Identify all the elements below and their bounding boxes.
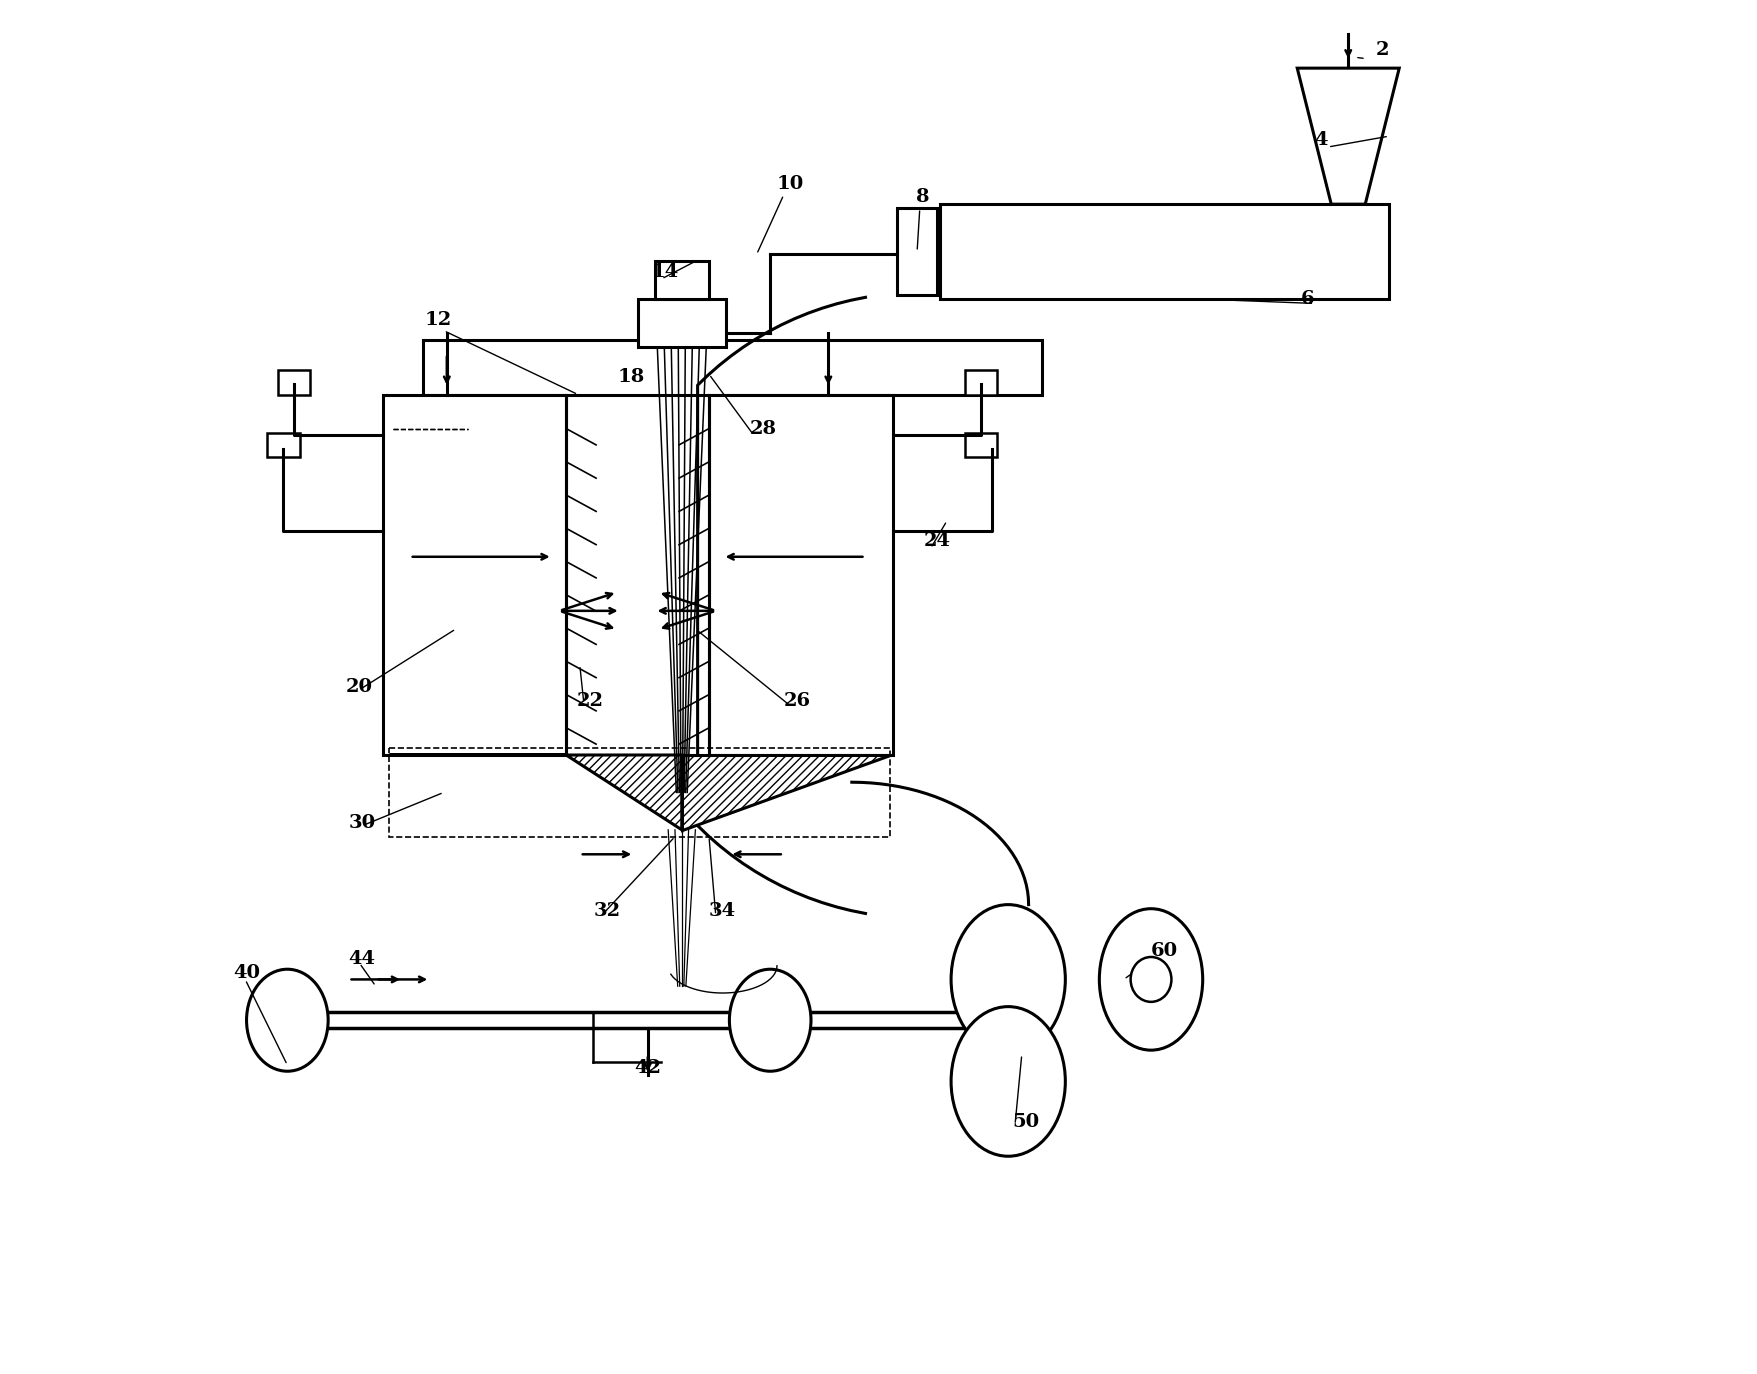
- Polygon shape: [388, 754, 682, 830]
- Text: 8: 8: [915, 188, 929, 206]
- Bar: [638, 300, 726, 348]
- Bar: [708, 394, 893, 754]
- Text: 40: 40: [234, 963, 260, 981]
- Text: 12: 12: [425, 311, 452, 328]
- Ellipse shape: [729, 969, 810, 1072]
- Text: 26: 26: [784, 691, 810, 709]
- Text: 30: 30: [348, 813, 376, 833]
- Text: 32: 32: [594, 903, 620, 921]
- Text: 28: 28: [750, 419, 777, 437]
- Bar: [383, 394, 566, 754]
- Text: 60: 60: [1151, 941, 1177, 960]
- Text: 24: 24: [924, 533, 951, 551]
- Bar: [965, 433, 996, 458]
- Ellipse shape: [1098, 908, 1202, 1050]
- Text: 42: 42: [634, 1059, 661, 1077]
- Bar: [940, 205, 1388, 300]
- Ellipse shape: [1130, 956, 1170, 1002]
- Text: 34: 34: [708, 903, 736, 921]
- Ellipse shape: [246, 969, 329, 1072]
- Ellipse shape: [951, 904, 1065, 1054]
- Bar: [423, 341, 1042, 394]
- Bar: [388, 749, 889, 837]
- Bar: [654, 261, 708, 300]
- Text: 2: 2: [1374, 41, 1388, 59]
- Text: 18: 18: [617, 368, 645, 386]
- Bar: [896, 209, 936, 295]
- Bar: [965, 370, 996, 394]
- Text: 44: 44: [348, 949, 376, 969]
- Ellipse shape: [951, 1007, 1065, 1157]
- Bar: [278, 370, 311, 394]
- Text: 20: 20: [346, 677, 372, 697]
- Text: 14: 14: [652, 264, 678, 282]
- Bar: [267, 433, 299, 458]
- Text: 6: 6: [1300, 290, 1314, 308]
- Text: 10: 10: [777, 174, 803, 192]
- Polygon shape: [1297, 69, 1399, 205]
- Text: 4: 4: [1314, 132, 1327, 150]
- Polygon shape: [682, 754, 889, 830]
- Text: 50: 50: [1012, 1113, 1038, 1131]
- Text: 22: 22: [576, 691, 604, 709]
